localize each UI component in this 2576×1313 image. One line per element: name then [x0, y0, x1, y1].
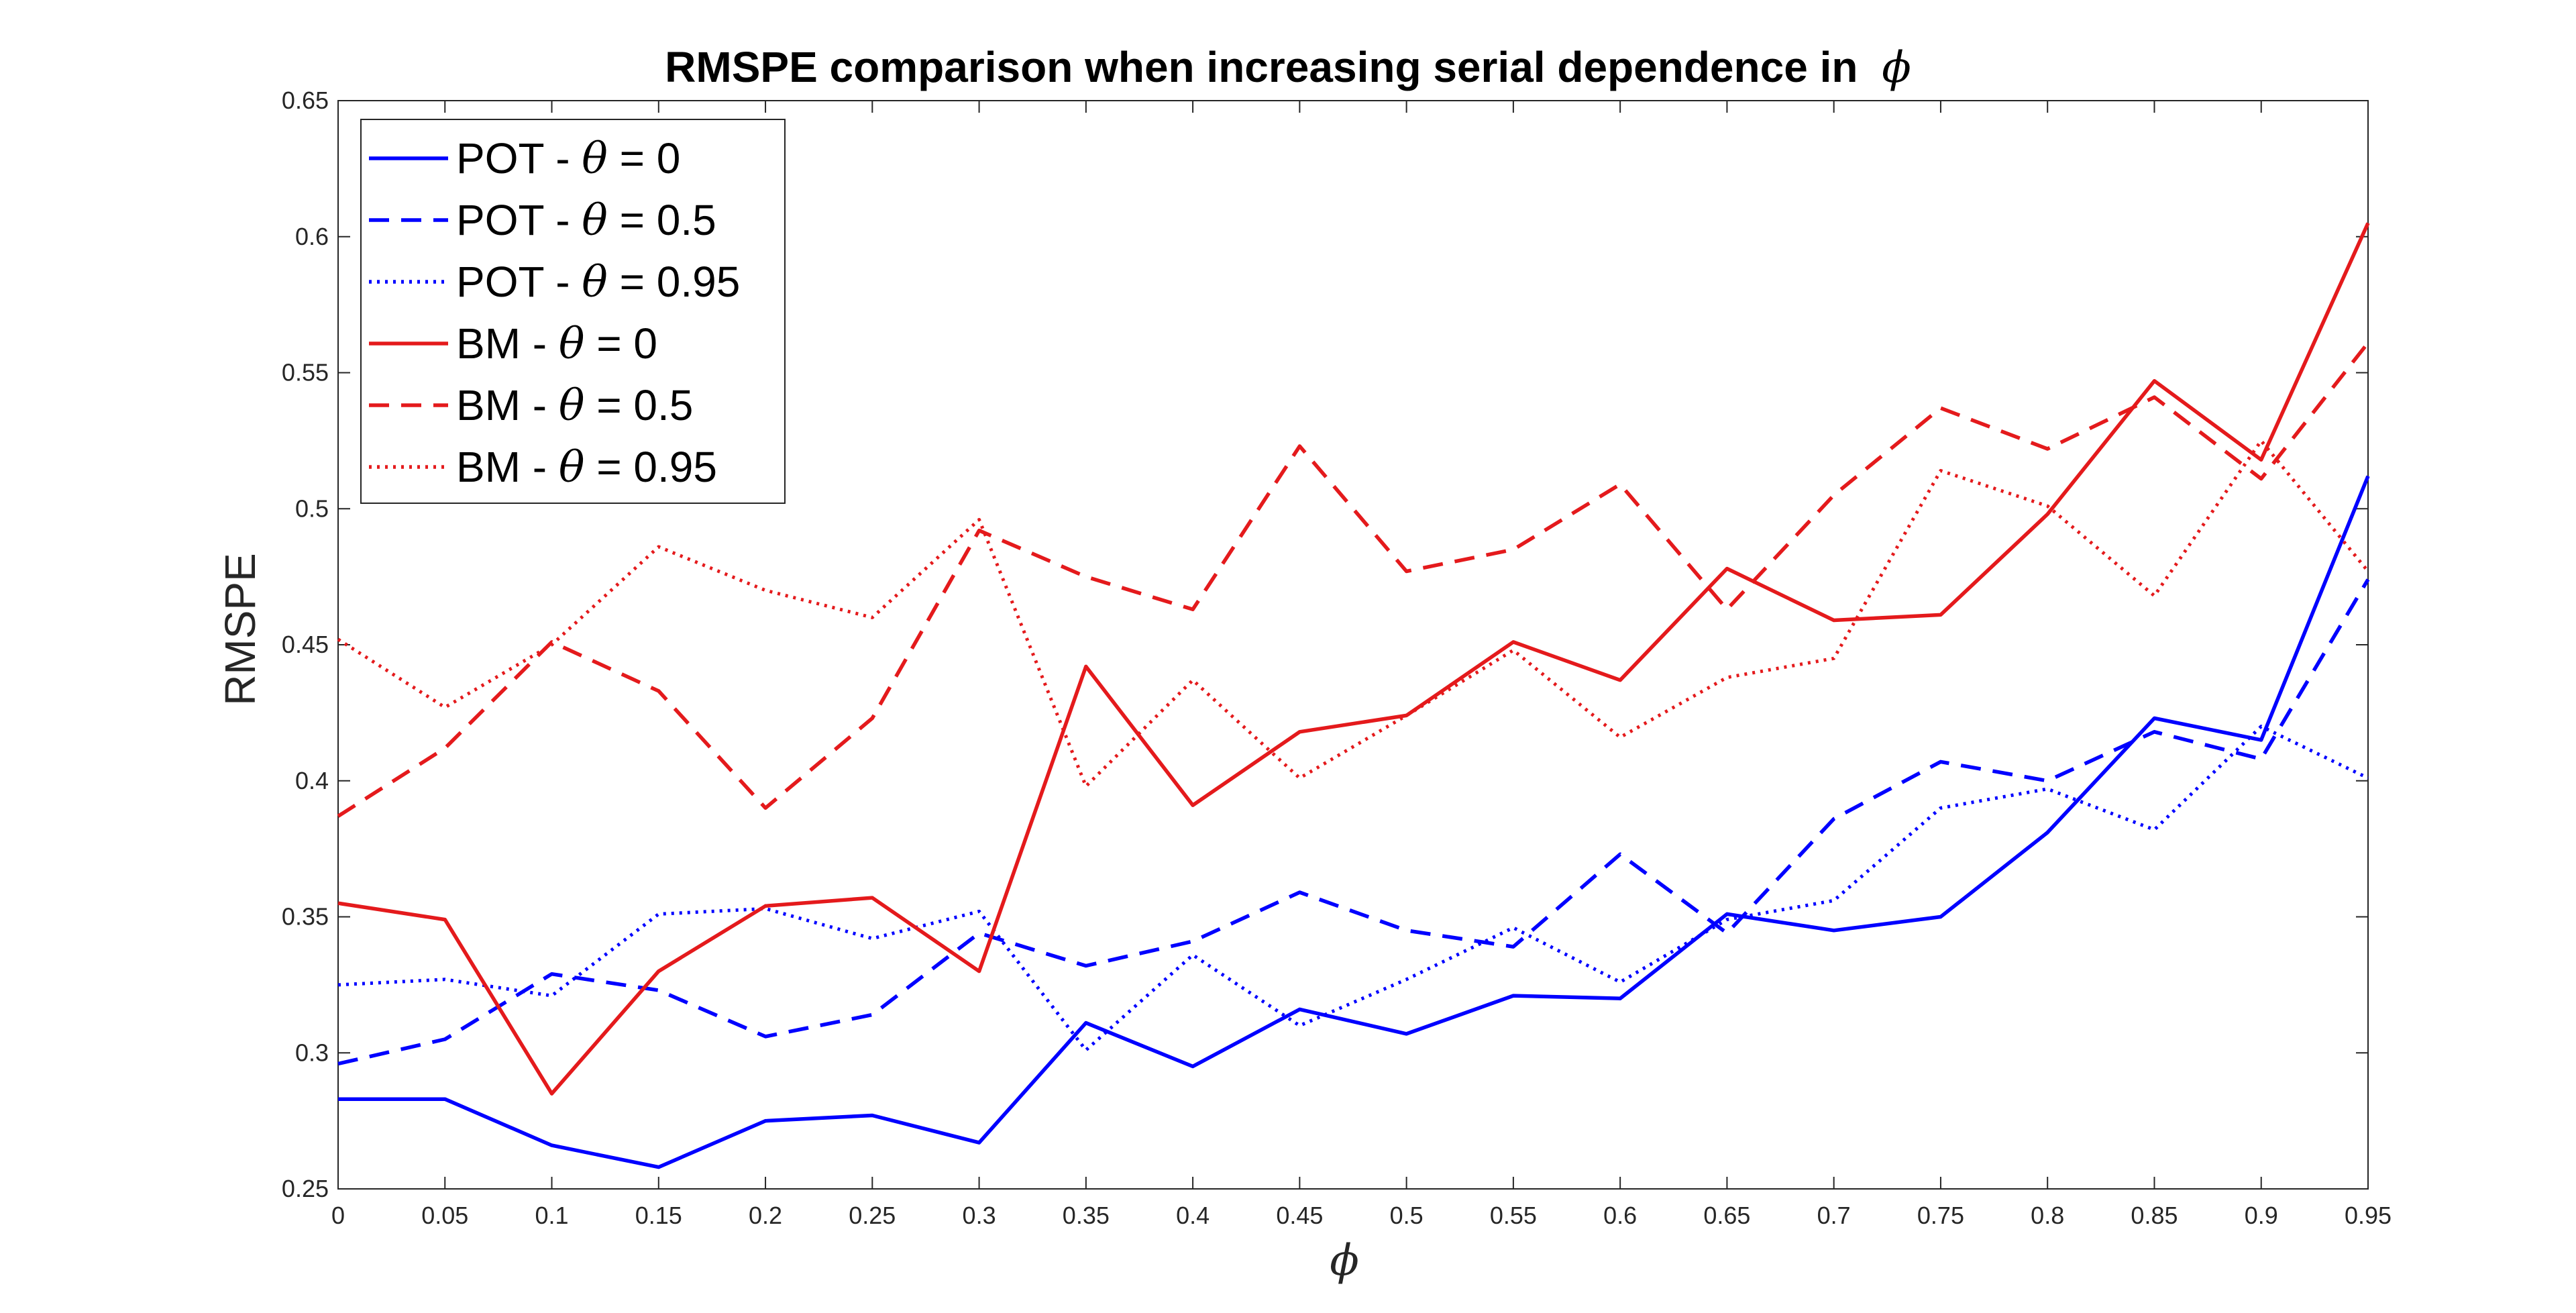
x-tick-label: 0.45 [1276, 1202, 1323, 1229]
legend-label-5: BM - θ = 0.5 [456, 381, 693, 431]
x-tick-label: 0 [331, 1202, 345, 1229]
x-tick-label: 0.05 [421, 1202, 468, 1229]
legend-label-3: POT - θ = 0.95 [456, 258, 740, 307]
series-line-6 [337, 439, 2369, 788]
x-tick-label: 0.5 [1390, 1202, 1424, 1229]
legend-label-6: BM - θ = 0.95 [456, 443, 717, 492]
y-axis-label: RMSPE [216, 553, 264, 706]
y-tick-label: 0.25 [282, 1175, 329, 1202]
series-line-1 [338, 475, 2370, 1169]
chart-title-text: RMSPE comparison when increasing serial … [665, 43, 1858, 91]
series-line-2 [337, 578, 2370, 1066]
x-tick-label: 0.3 [963, 1202, 996, 1229]
x-tick-label: 0.9 [2245, 1202, 2278, 1229]
legend-label-4: BM - θ = 0 [456, 319, 657, 369]
x-tick-label: 0.15 [635, 1202, 682, 1229]
x-tick-label: 0.7 [1817, 1202, 1851, 1229]
y-tick-label: 0.55 [282, 359, 329, 386]
x-tick-label: 0.1 [535, 1202, 569, 1229]
y-tick-label: 0.5 [295, 494, 329, 522]
y-tick-label: 0.3 [295, 1039, 329, 1066]
legend: POT - θ = 0 POT - θ = 0.5 POT - θ = 0.95 BM… [360, 119, 786, 504]
series-line-4 [337, 222, 2370, 1096]
x-axis-ticks: 0 0.05 0.1 0.15 0.2 0.25 0.3 0.35 0.4 0.45 0.5 0.55… [331, 101, 2392, 1229]
x-tick-label: 0.4 [1176, 1202, 1210, 1229]
x-tick-label: 0.85 [2131, 1202, 2178, 1229]
x-tick-label: 0.6 [1603, 1202, 1637, 1229]
legend-label-2: POT - θ = 0.5 [456, 196, 716, 246]
series-layer [337, 222, 2370, 1169]
y-tick-label: 0.65 [282, 87, 329, 114]
y-tick-label: 0.6 [295, 223, 329, 250]
x-tick-label: 0.25 [849, 1202, 896, 1229]
x-axis-label: ϕ [1330, 1236, 1359, 1285]
x-tick-label: 0.95 [2345, 1202, 2392, 1229]
legend-box [360, 119, 786, 504]
chart-title-symbol: ϕ [1882, 43, 1911, 93]
x-tick-label: 0.65 [1703, 1202, 1750, 1229]
x-tick-label: 0.75 [1917, 1202, 1964, 1229]
x-tick-label: 0.35 [1063, 1202, 1110, 1229]
x-tick-label: 0.8 [2031, 1202, 2064, 1229]
y-tick-label: 0.45 [282, 631, 329, 658]
y-tick-label: 0.35 [282, 903, 329, 931]
series-line-5 [337, 342, 2370, 818]
legend-label-1: POT - θ = 0 [456, 134, 680, 184]
y-tick-label: 0.4 [295, 767, 329, 794]
x-tick-label: 0.55 [1490, 1202, 1537, 1229]
y-axis-ticks: 0.25 0.3 0.35 0.4 0.45 0.5 0.55 0.6 0.65 [282, 87, 2368, 1202]
chart-title: RMSPE comparison when increasing serial … [665, 43, 1911, 93]
x-tick-label: 0.2 [749, 1202, 782, 1229]
